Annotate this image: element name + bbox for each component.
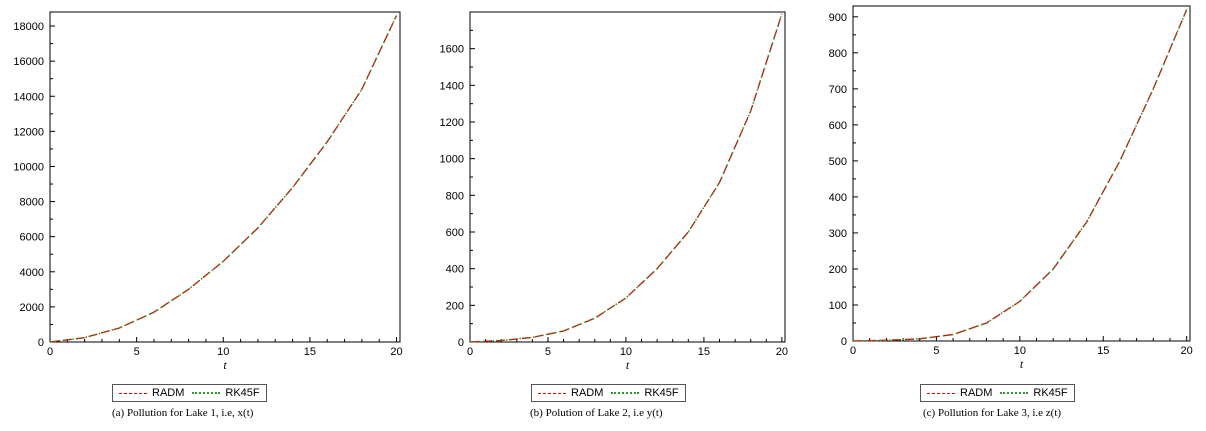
y-tick-label: 2000 bbox=[20, 302, 44, 314]
x-tick-label: 10 bbox=[217, 346, 229, 358]
legend-radm-label: RADM bbox=[571, 387, 604, 399]
y-tick-label: 8000 bbox=[20, 197, 44, 209]
series-line-rk45f bbox=[469, 13, 783, 343]
y-tick-label: 12000 bbox=[13, 126, 44, 138]
legend-radm-swatch bbox=[119, 392, 147, 394]
y-tick-label: 4000 bbox=[20, 267, 44, 279]
series-line-rk45f bbox=[49, 15, 398, 343]
x-axis-title: t bbox=[1020, 357, 1024, 371]
y-tick-label: 0 bbox=[841, 336, 847, 348]
y-tick-label: 700 bbox=[829, 84, 847, 96]
x-tick-label: 15 bbox=[304, 346, 316, 358]
legend-radm-label: RADM bbox=[152, 387, 185, 399]
x-tick-label: 10 bbox=[620, 346, 632, 358]
x-tick-label: 5 bbox=[545, 346, 551, 358]
legend-rk45f-swatch bbox=[1000, 392, 1029, 394]
x-tick-label: 15 bbox=[698, 346, 710, 358]
x-tick-label: 5 bbox=[134, 346, 140, 358]
series-line-radm bbox=[852, 9, 1188, 342]
legend-rk45f-swatch bbox=[611, 392, 640, 394]
y-tick-label: 800 bbox=[829, 48, 847, 60]
y-tick-label: 400 bbox=[829, 192, 847, 204]
plot-frame bbox=[852, 5, 1191, 342]
x-axis-title: t bbox=[626, 358, 630, 372]
x-axis-title: t bbox=[223, 358, 227, 372]
x-tick-label: 20 bbox=[390, 346, 402, 358]
y-tick-label: 800 bbox=[446, 190, 464, 202]
x-tick-label: 0 bbox=[47, 346, 53, 358]
y-tick-label: 600 bbox=[446, 227, 464, 239]
legend-radm-swatch bbox=[538, 392, 566, 394]
plot-frame bbox=[469, 11, 786, 343]
y-tick-label: 200 bbox=[829, 264, 847, 276]
y-tick-label: 600 bbox=[829, 120, 847, 132]
y-tick-label: 200 bbox=[446, 300, 464, 312]
x-tick-label: 20 bbox=[1181, 345, 1193, 357]
series-line-rk45f bbox=[852, 9, 1188, 342]
y-tick-label: 1200 bbox=[440, 117, 464, 129]
chart-b-legend: RADM RK45F bbox=[531, 384, 686, 402]
legend-radm-swatch bbox=[927, 392, 955, 394]
y-tick-label: 14000 bbox=[13, 91, 44, 103]
y-tick-label: 16000 bbox=[13, 56, 44, 68]
legend-rk45f-label: RK45F bbox=[1033, 387, 1068, 399]
y-tick-label: 10000 bbox=[13, 161, 44, 173]
chart-a-legend: RADM RK45F bbox=[112, 384, 267, 402]
chart-c-legend: RADM RK45F bbox=[920, 384, 1075, 402]
y-tick-label: 1400 bbox=[440, 80, 464, 92]
x-tick-label: 15 bbox=[1097, 345, 1109, 357]
y-tick-label: 1600 bbox=[440, 44, 464, 56]
chart-c-caption: (c) Pollution for Lake 3, i.e z(t) bbox=[923, 407, 1062, 419]
chart-a-caption: (a) Pollution for Lake 1, i.e, x(t) bbox=[112, 407, 254, 419]
chart-a-svg: 0 5 10 15 20 0 2000 4000 6000 8000 10000 12000 14000… bbox=[13, 11, 403, 372]
x-tick-label: 10 bbox=[1014, 345, 1026, 357]
x-tick-label: 20 bbox=[776, 346, 788, 358]
series-line-radm bbox=[469, 13, 783, 343]
legend-rk45f-label: RK45F bbox=[644, 387, 679, 399]
y-tick-label: 300 bbox=[829, 228, 847, 240]
chart-b-caption: (b) Polution of Lake 2, i.e y(t) bbox=[530, 407, 663, 419]
chart-panel-b: 0 5 10 15 20 0 200 400 600 800 1000 1200 1400 1600 t R… bbox=[410, 0, 805, 431]
y-tick-label: 1000 bbox=[440, 154, 464, 166]
y-tick-label: 6000 bbox=[20, 232, 44, 244]
series-line-radm bbox=[49, 15, 398, 343]
legend-rk45f-label: RK45F bbox=[225, 387, 260, 399]
x-tick-label: 0 bbox=[850, 345, 856, 357]
y-tick-label: 100 bbox=[829, 300, 847, 312]
legend-radm-label: RADM bbox=[960, 387, 993, 399]
y-tick-label: 0 bbox=[38, 337, 44, 349]
y-tick-label: 0 bbox=[458, 337, 464, 349]
chart-panel-c: 0 5 10 15 20 0 100 200 300 400 500 600 700 800 900 t RA… bbox=[805, 0, 1206, 431]
x-tick-label: 5 bbox=[933, 345, 939, 357]
plot-frame bbox=[49, 11, 401, 343]
y-tick-label: 18000 bbox=[13, 21, 44, 33]
y-tick-label: 500 bbox=[829, 156, 847, 168]
y-tick-label: 400 bbox=[446, 264, 464, 276]
x-tick-label: 0 bbox=[467, 346, 473, 358]
y-tick-label: 900 bbox=[829, 12, 847, 24]
legend-rk45f-swatch bbox=[192, 392, 221, 394]
chart-panel-a: 0 5 10 15 20 0 2000 4000 6000 8000 10000 12000 14000… bbox=[0, 0, 410, 431]
